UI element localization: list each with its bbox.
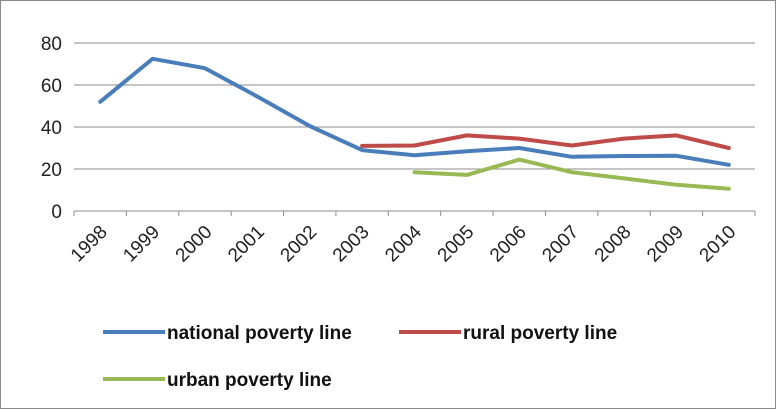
y-tick-label-40: 40 <box>41 118 62 139</box>
x-tick-label-2003: 2003 <box>329 222 374 267</box>
data-point-rural-poverty-line-2007 <box>570 143 574 147</box>
y-tick-label-20: 20 <box>41 160 62 181</box>
legend-label-national-poverty-line: national poverty line <box>167 323 352 344</box>
series-line-urban-poverty-line <box>412 157 731 191</box>
data-point-national-poverty-line-2006 <box>517 146 521 150</box>
legend-entry-rural-poverty-line: rural poverty line <box>399 323 617 344</box>
legend-entry-national-poverty-line: national poverty line <box>103 323 352 344</box>
data-point-national-poverty-line-2008 <box>622 154 626 158</box>
data-point-national-poverty-line-2000 <box>203 66 207 70</box>
data-point-urban-poverty-line-2010 <box>727 187 731 191</box>
data-point-national-poverty-line-1998 <box>98 100 102 104</box>
x-tick-label-2000: 2000 <box>172 222 217 267</box>
data-point-national-poverty-line-2002 <box>308 124 312 128</box>
x-tick-label-2001: 2001 <box>224 222 269 267</box>
data-point-rural-poverty-line-2009 <box>674 133 678 137</box>
series-lines <box>98 56 731 191</box>
data-point-rural-poverty-line-2003 <box>360 144 364 148</box>
series-line-national-poverty-line <box>98 56 731 167</box>
data-point-national-poverty-line-2003 <box>360 148 364 152</box>
x-tick-label-2005: 2005 <box>434 222 479 267</box>
data-point-national-poverty-line-2010 <box>727 163 731 167</box>
data-point-national-poverty-line-2001 <box>255 95 259 99</box>
x-tick-label-2004: 2004 <box>381 221 426 266</box>
legend: national poverty line rural poverty line u… <box>103 323 617 391</box>
x-tick-label-2007: 2007 <box>538 222 583 267</box>
legend-entry-urban-poverty-line: urban poverty line <box>103 370 332 391</box>
data-point-national-poverty-line-2007 <box>570 155 574 159</box>
legend-label-urban-poverty-line: urban poverty line <box>167 370 332 391</box>
x-tick-label-1999: 1999 <box>119 222 164 267</box>
x-tick-label-2010: 2010 <box>696 222 741 267</box>
x-tick-label-2009: 2009 <box>643 222 688 267</box>
data-point-national-poverty-line-2004 <box>413 153 417 157</box>
y-tick-label-60: 60 <box>41 76 62 97</box>
data-point-rural-poverty-line-2005 <box>465 133 469 137</box>
data-point-urban-poverty-line-2008 <box>622 176 626 180</box>
y-tick-label-0: 0 <box>51 202 62 223</box>
data-point-rural-poverty-line-2008 <box>622 137 626 141</box>
x-tick-label-2006: 2006 <box>486 222 531 267</box>
series-rural-poverty-line <box>360 133 731 150</box>
gridlines <box>74 42 755 170</box>
data-point-national-poverty-line-2005 <box>465 149 469 153</box>
data-point-national-poverty-line-2009 <box>674 154 678 158</box>
x-tick-label-2008: 2008 <box>591 222 636 267</box>
series-urban-poverty-line <box>412 157 731 191</box>
y-tick-label-80: 80 <box>41 34 62 55</box>
data-point-rural-poverty-line-2006 <box>517 137 521 141</box>
series-line-rural-poverty-line <box>360 133 731 150</box>
data-point-national-poverty-line-1999 <box>151 57 155 61</box>
x-tick-label-2002: 2002 <box>277 222 322 267</box>
data-point-urban-poverty-line-2007 <box>570 170 574 174</box>
data-point-rural-poverty-line-2004 <box>413 143 417 147</box>
data-point-urban-poverty-line-2004 <box>413 170 417 174</box>
data-point-urban-poverty-line-2009 <box>674 183 678 187</box>
series-national-poverty-line <box>98 56 731 167</box>
x-tick-label-1998: 1998 <box>67 222 112 267</box>
data-point-urban-poverty-line-2006 <box>517 158 521 162</box>
legend-label-rural-poverty-line: rural poverty line <box>463 323 617 344</box>
data-point-urban-poverty-line-2005 <box>465 173 469 177</box>
data-point-rural-poverty-line-2010 <box>727 146 731 150</box>
